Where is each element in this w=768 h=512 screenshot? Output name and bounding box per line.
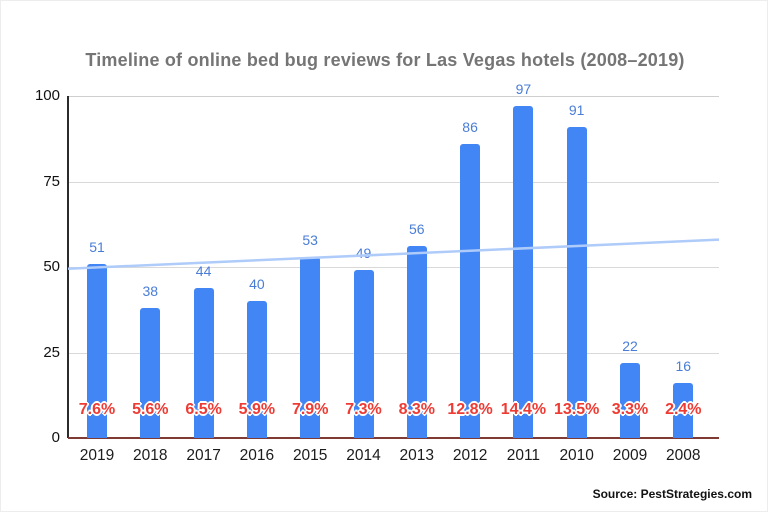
bar — [460, 143, 481, 438]
bar — [406, 246, 427, 438]
x-axis-label: 2014 — [346, 447, 381, 464]
bar-value-label: 56 — [409, 221, 425, 238]
y-axis-line — [67, 96, 69, 438]
percent-label: 7.6% — [78, 401, 116, 418]
percent-label: 5.9% — [238, 401, 276, 418]
y-axis-label: 100 — [34, 87, 60, 104]
x-axis-baseline — [68, 437, 719, 439]
bar-value-label: 86 — [462, 118, 478, 135]
bar — [620, 362, 640, 438]
x-axis-label: 2010 — [559, 447, 594, 464]
y-axis-label: 50 — [43, 258, 60, 275]
x-axis-label: 2008 — [666, 447, 701, 464]
percent-label: 6.5% — [185, 401, 222, 418]
bar-value-label: 44 — [195, 262, 212, 279]
bar — [513, 106, 534, 438]
bar — [566, 126, 587, 438]
bar — [87, 263, 107, 438]
percent-label: 13.5% — [554, 401, 600, 418]
y-axis-label: 0 — [51, 429, 60, 446]
bar-value-label: 40 — [249, 276, 265, 293]
percent-label: 3.3% — [611, 401, 649, 418]
x-axis-label: 2015 — [292, 447, 328, 464]
chart-title: Timeline of online bed bug reviews for L… — [85, 50, 685, 70]
bar-value-label: 91 — [568, 101, 585, 118]
bar-value-label: 53 — [302, 231, 318, 248]
bar-value-label: 16 — [675, 358, 692, 375]
bar — [353, 270, 374, 438]
percent-label: 14.4% — [500, 401, 547, 418]
x-axis-label: 2011 — [506, 447, 541, 464]
percent-label: 2.4% — [665, 401, 702, 418]
bar-value-label: 38 — [142, 283, 159, 300]
bar-value-label: 51 — [89, 238, 105, 255]
x-axis-label: 2009 — [612, 447, 648, 464]
y-axis-label: 75 — [43, 172, 60, 190]
bar — [140, 308, 161, 438]
bar — [300, 256, 321, 438]
bar-value-label: 49 — [355, 245, 372, 262]
trendline — [67, 238, 720, 270]
x-axis-label: 2019 — [79, 447, 115, 464]
percent-label: 12.8% — [447, 401, 493, 418]
bar-value-label: 22 — [622, 337, 638, 354]
x-axis-label: 2016 — [239, 447, 275, 464]
bar — [193, 287, 214, 438]
gridline — [68, 96, 719, 97]
bar — [246, 301, 267, 438]
bar-value-label: 97 — [515, 81, 532, 98]
gridline — [68, 181, 719, 183]
source-credit: Source: PestStrategies.com — [592, 487, 752, 501]
x-axis-label: 2017 — [186, 447, 221, 464]
y-axis-label: 25 — [43, 343, 60, 361]
percent-label: 8.3% — [398, 401, 436, 418]
gridline — [68, 267, 719, 268]
plot-area: 0 25 50 75 100 51 7.6% 2019 38 5.6% 2018 44 6.5% 2017… — [35, 82, 720, 464]
x-axis-label: 2013 — [399, 447, 435, 464]
bar — [673, 383, 694, 438]
percent-label: 7.9% — [291, 401, 329, 418]
percent-label: 5.6% — [132, 401, 169, 418]
gridline — [68, 352, 719, 354]
x-axis-label: 2012 — [452, 447, 488, 464]
percent-label: 7.3% — [345, 401, 382, 418]
x-axis-label: 2018 — [133, 447, 168, 464]
